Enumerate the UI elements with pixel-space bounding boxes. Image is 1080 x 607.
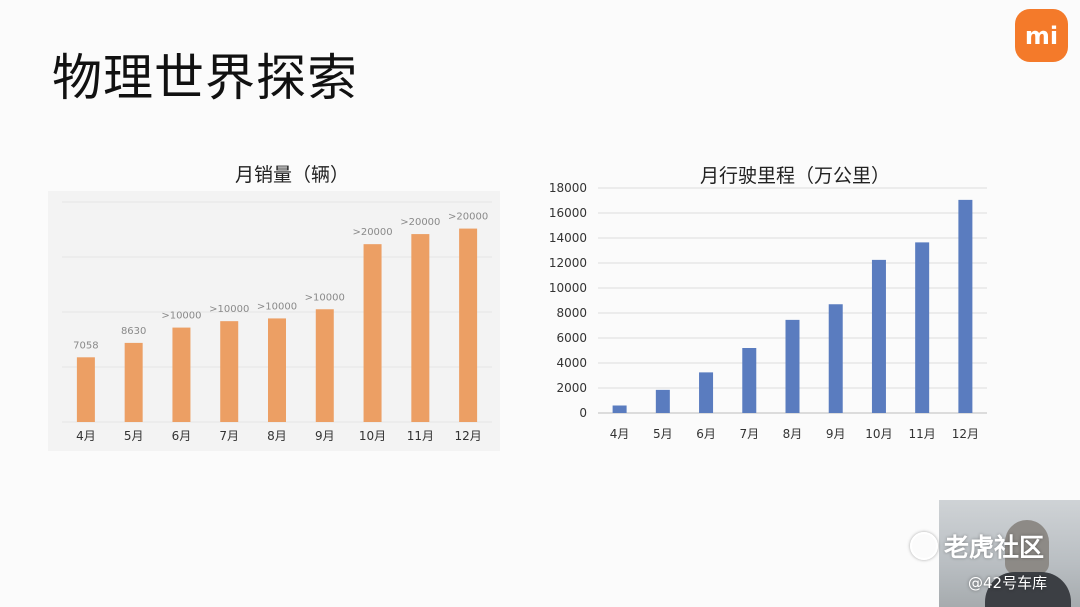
sales-bar xyxy=(459,228,478,422)
mileage-y-tick-label: 2000 xyxy=(556,381,587,395)
mileage-x-tick-label: 7月 xyxy=(739,427,759,441)
mileage-x-tick-label: 9月 xyxy=(826,427,846,441)
mileage-bar xyxy=(785,319,800,413)
sales-x-tick-label: 10月 xyxy=(359,429,386,443)
sales-x-tick-label: 8月 xyxy=(267,429,287,443)
sales-x-tick-label: 6月 xyxy=(172,429,192,443)
sales-data-label: >10000 xyxy=(161,311,201,322)
sales-bar xyxy=(124,342,143,422)
sales-x-tick-label: 5月 xyxy=(124,429,144,443)
mileage-y-tick-label: 4000 xyxy=(556,356,587,370)
sales-data-label: >10000 xyxy=(305,292,345,303)
mileage-x-tick-label: 8月 xyxy=(783,427,803,441)
sales-x-tick-label: 7月 xyxy=(219,429,239,443)
mileage-y-tick-label: 16000 xyxy=(549,206,587,220)
sales-data-label: 8630 xyxy=(121,326,146,337)
mileage-x-tick-label: 10月 xyxy=(865,427,892,441)
mileage-bar xyxy=(828,304,843,413)
mileage-bar xyxy=(742,348,757,413)
mileage-x-tick-label: 6月 xyxy=(696,427,716,441)
mileage-bar xyxy=(655,389,670,413)
watermark-main-text: 老虎社区 xyxy=(944,533,1045,562)
watermark-sub-text: @42号车库 xyxy=(968,574,1048,592)
sales-bar xyxy=(411,234,430,422)
slide-title: 物理世界探索 xyxy=(52,49,358,107)
mileage-x-tick-label: 4月 xyxy=(610,427,630,441)
sales-bar xyxy=(172,327,191,422)
sales-data-label: >10000 xyxy=(257,301,297,312)
mileage-y-tick-label: 8000 xyxy=(556,306,587,320)
sales-x-tick-label: 4月 xyxy=(76,429,96,443)
sales-data-label: >10000 xyxy=(209,304,249,315)
sales-x-tick-label: 12月 xyxy=(454,429,481,443)
mileage-chart-title: 月行驶里程（万公里） xyxy=(700,165,891,187)
mileage-bar xyxy=(915,242,930,413)
mileage-x-tick-label: 11月 xyxy=(909,427,936,441)
mileage-bar xyxy=(871,259,886,413)
sales-bar xyxy=(76,357,95,422)
mileage-y-tick-label: 14000 xyxy=(549,231,587,245)
sales-bar xyxy=(363,244,382,422)
mileage-y-tick-label: 0 xyxy=(579,406,587,420)
mileage-x-tick-label: 12月 xyxy=(952,427,979,441)
watermark-logo-icon xyxy=(910,532,938,560)
sales-bar xyxy=(315,309,334,422)
sales-x-tick-label: 9月 xyxy=(315,429,335,443)
sales-data-label: 7058 xyxy=(73,340,98,351)
mileage-y-tick-label: 6000 xyxy=(556,331,587,345)
presenter-body xyxy=(985,572,1071,607)
mileage-x-tick-label: 5月 xyxy=(653,427,673,441)
sales-data-label: >20000 xyxy=(352,227,392,238)
mileage-bar xyxy=(958,199,973,413)
watermark-main: 老虎社区 xyxy=(910,528,1044,564)
mileage-y-tick-label: 10000 xyxy=(549,281,587,295)
mileage-y-tick-label: 12000 xyxy=(549,256,587,270)
sales-bar xyxy=(220,321,239,422)
sales-x-tick-label: 11月 xyxy=(407,429,434,443)
mileage-y-tick-label: 18000 xyxy=(549,181,587,195)
presenter-head xyxy=(1005,520,1049,574)
mileage-bar xyxy=(699,372,714,413)
sales-chart-title: 月销量（辆） xyxy=(235,164,350,186)
sales-data-label: >20000 xyxy=(448,212,488,223)
xiaomi-logo-icon: mi xyxy=(1015,9,1068,62)
sales-data-label: >20000 xyxy=(400,217,440,228)
sales-bar xyxy=(268,318,286,422)
mileage-bar xyxy=(612,405,627,413)
